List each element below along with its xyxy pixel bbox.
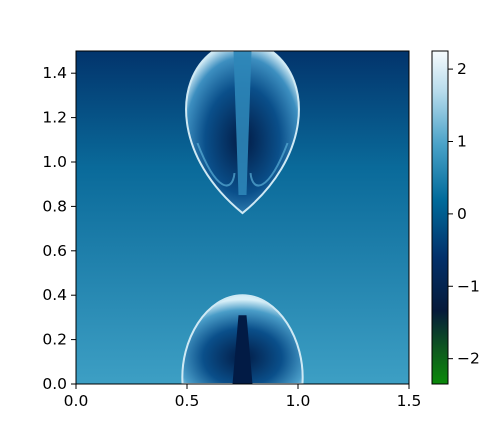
y-tick-label: 1.4: [42, 64, 67, 82]
y-axis: 0.0 0.2 0.4 0.6 0.8 1.0 1.2 1.4: [42, 64, 76, 393]
x-tick-label: 0.5: [175, 392, 200, 410]
colorbar-tick-label: −1: [457, 277, 480, 295]
lower-bubble: [181, 294, 304, 384]
plot-frame: [75, 50, 410, 385]
x-axis: 0.0 0.5 1.0 1.5: [64, 384, 422, 410]
y-tick-label: 1.2: [42, 109, 67, 127]
y-tick-label: 1.0: [42, 153, 67, 171]
colorbar-tick-label: −2: [457, 350, 480, 368]
colorbar-tick-label: 1: [457, 132, 467, 150]
y-tick-label: 0.4: [42, 286, 67, 304]
colorbar-tick-label: 0: [457, 205, 467, 223]
heatmap-field: [76, 51, 409, 384]
y-tick-label: 0.0: [42, 375, 67, 393]
x-tick-label: 1.5: [397, 392, 422, 410]
y-tick-label: 0.6: [42, 242, 67, 260]
colorbar-tick-label: 2: [457, 60, 467, 78]
colorbar-scale: [431, 50, 449, 385]
y-tick-label: 0.2: [42, 331, 67, 349]
x-tick-label: 1.0: [286, 392, 311, 410]
y-tick-label: 0.8: [42, 197, 67, 215]
upper-bubble: [185, 51, 300, 215]
x-tick-label: 0.0: [64, 392, 89, 410]
colorbar: 2 1 0 −1 −2: [431, 50, 480, 385]
